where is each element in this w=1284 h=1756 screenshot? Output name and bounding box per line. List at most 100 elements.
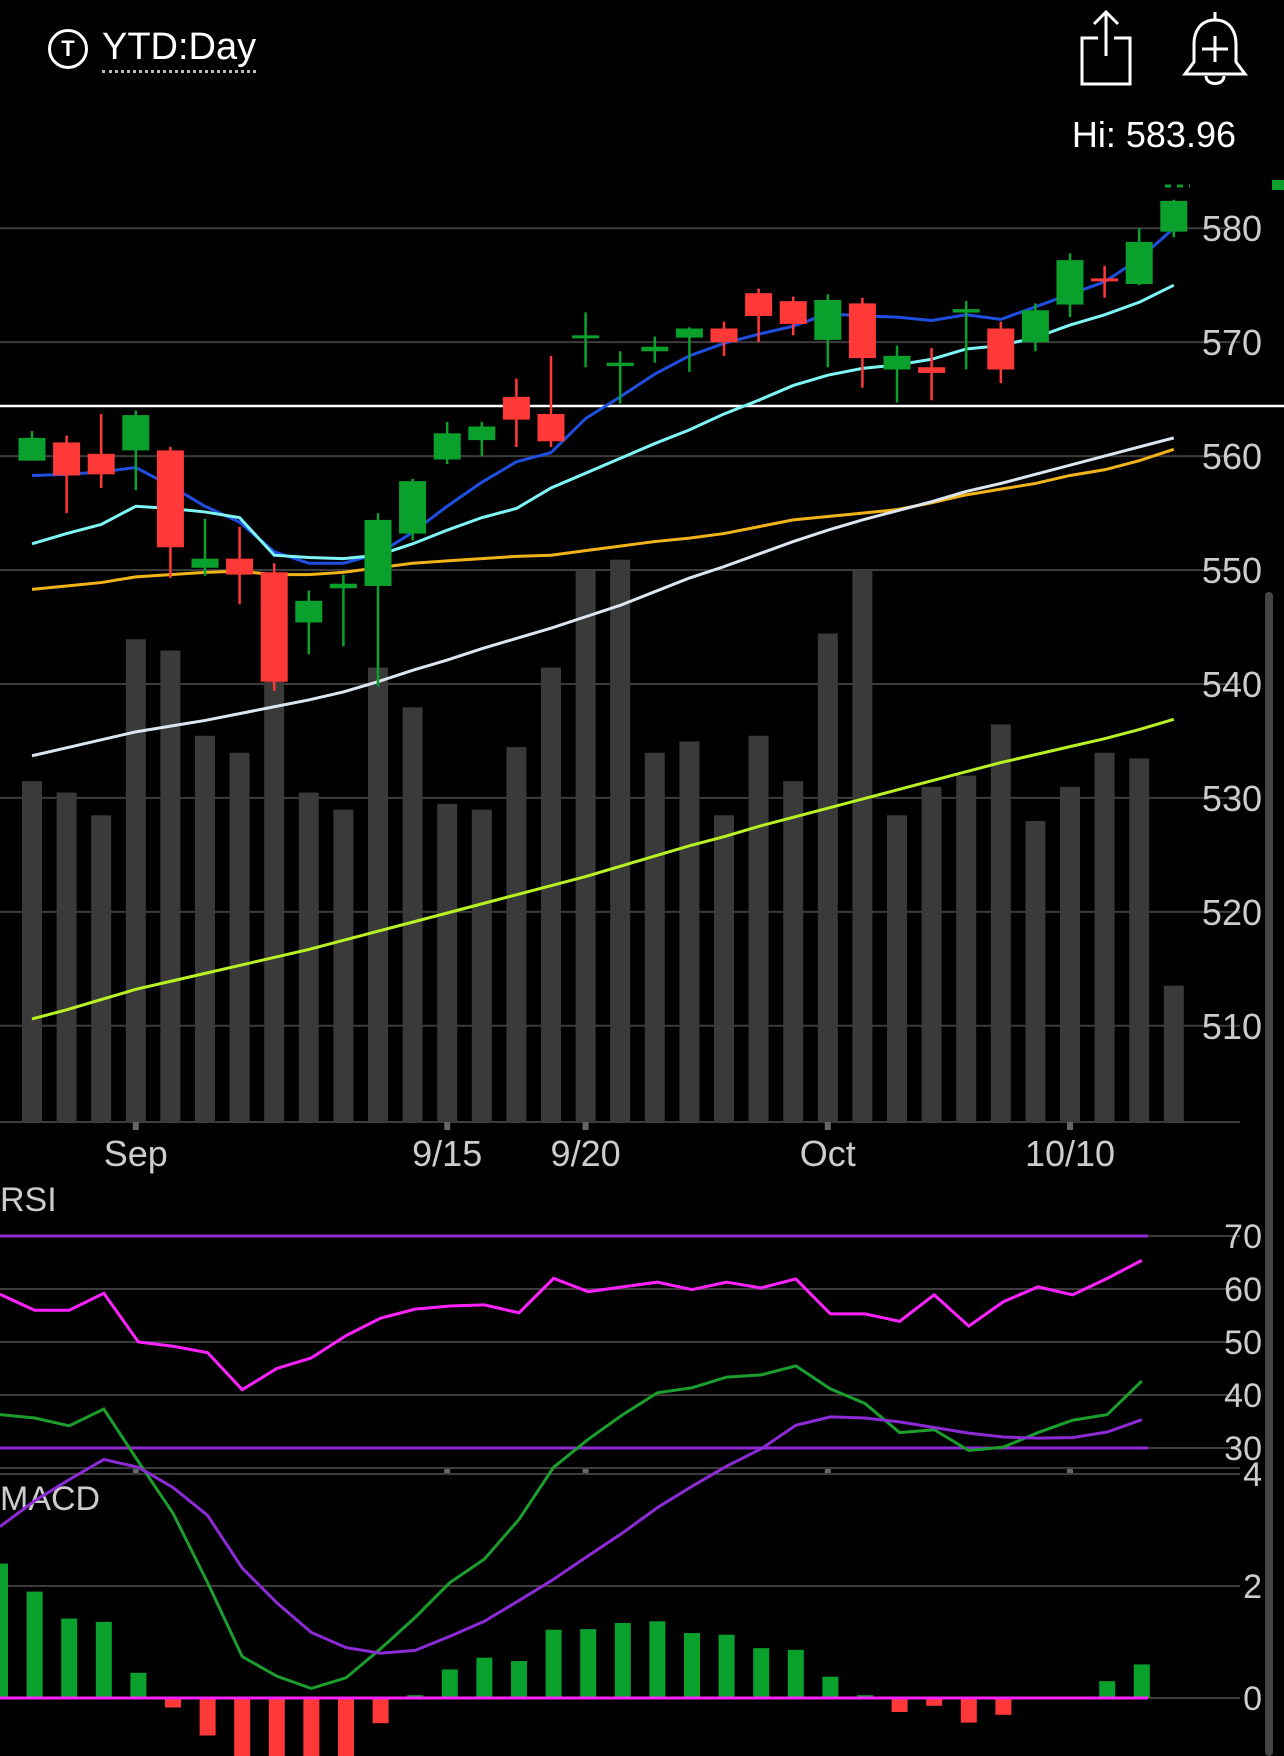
macd-tick-label: 4	[1243, 1456, 1262, 1494]
macd-histogram-bar	[960, 1698, 977, 1723]
price-tick-label: 580	[1202, 208, 1262, 249]
macd-histogram-bar	[718, 1634, 735, 1698]
rsi-title: RSI	[0, 1181, 57, 1219]
volume-bar	[160, 650, 181, 1122]
moving-average-line	[31, 717, 1175, 1021]
candle-body	[87, 453, 115, 475]
volume-bar	[1163, 985, 1184, 1122]
price-tick-label: 520	[1202, 892, 1262, 933]
volume-bar	[575, 571, 596, 1122]
candle-body	[1091, 278, 1119, 282]
volume-bar	[91, 815, 112, 1122]
macd-histogram-bar	[580, 1629, 597, 1698]
share-icon[interactable]	[1076, 8, 1136, 88]
volume-bar	[1060, 786, 1080, 1122]
candle-body	[641, 346, 669, 352]
macd-tick-label: 0	[1243, 1680, 1262, 1718]
price-tick-label: 540	[1202, 664, 1262, 705]
price-tick-label: 570	[1202, 322, 1262, 363]
macd-histogram-bar	[891, 1698, 908, 1712]
macd-histogram-bar	[130, 1672, 147, 1698]
volume-bar	[1025, 820, 1046, 1122]
macd-signal-line	[0, 1415, 1143, 1655]
range-selector[interactable]: T YTD:Day	[48, 24, 257, 73]
candle-body	[710, 328, 738, 343]
candle-body	[502, 396, 530, 420]
volume-bar	[506, 747, 527, 1122]
macd-histogram-bar	[787, 1649, 804, 1698]
ticker-icon: T	[48, 28, 88, 69]
candle-body	[606, 362, 634, 367]
macd-histogram-bar	[61, 1618, 78, 1698]
volume-bar	[679, 741, 700, 1122]
hi-edge-marker	[1272, 180, 1284, 190]
rsi-tick-label: 50	[1224, 1324, 1262, 1362]
macd-histogram-bar	[372, 1698, 389, 1724]
macd-histogram-bar	[545, 1629, 562, 1698]
volume-bar	[714, 815, 734, 1122]
volume-bar	[56, 792, 77, 1122]
volume-bar	[921, 786, 942, 1122]
rsi-tick-label: 40	[1224, 1377, 1262, 1415]
macd-histogram-bar	[926, 1698, 943, 1706]
x-tick-label: 10/10	[1025, 1133, 1115, 1174]
volume-bar	[333, 809, 354, 1122]
macd-histogram-bar	[476, 1657, 493, 1698]
macd-histogram-bar	[165, 1698, 181, 1708]
candle-body	[364, 519, 392, 586]
header: T YTD:Day	[0, 0, 1284, 110]
x-tick-label: Oct	[800, 1133, 856, 1174]
volume-bar	[852, 571, 873, 1122]
scrollbar[interactable]	[1265, 592, 1273, 1756]
macd-histogram-bar	[684, 1633, 700, 1698]
candle-body	[122, 415, 150, 451]
volume-bar	[195, 735, 215, 1122]
candle-body	[1021, 310, 1049, 343]
volume-bar	[229, 752, 250, 1122]
macd-histogram-bar	[268, 1698, 285, 1756]
add-alert-bell-icon[interactable]	[1180, 8, 1250, 88]
macd-histogram-bar	[199, 1698, 216, 1736]
volume-bar	[1129, 758, 1150, 1122]
candle-body	[918, 367, 946, 373]
rsi-tick-label: 70	[1224, 1218, 1262, 1256]
price-tick-label: 530	[1202, 778, 1262, 819]
volume-bar	[887, 815, 907, 1122]
candle-body	[433, 433, 461, 460]
candle-body	[468, 426, 496, 441]
macd-histogram-bar	[1133, 1664, 1150, 1698]
x-tick-label: 9/15	[412, 1133, 482, 1174]
macd-histogram-bar	[95, 1621, 112, 1698]
candle-body	[18, 437, 46, 461]
candle-body	[572, 335, 600, 339]
macd-histogram-bar	[753, 1648, 770, 1698]
candle-body	[883, 355, 911, 370]
macd-histogram-bar	[614, 1622, 631, 1698]
macd-title: MACD	[0, 1480, 100, 1518]
candle-body	[260, 572, 288, 682]
volume-bar	[1094, 752, 1115, 1122]
macd-histogram-bar	[511, 1661, 527, 1698]
moving-average-line	[31, 436, 1175, 758]
candle-body	[191, 558, 219, 568]
volume-bar	[402, 707, 423, 1122]
range-label[interactable]: YTD:Day	[102, 24, 257, 73]
candle-body	[295, 600, 323, 623]
candle-body	[675, 328, 703, 338]
candle-body	[848, 303, 876, 359]
volume-bar	[956, 775, 977, 1122]
macd-histogram-bar	[26, 1591, 43, 1698]
candle-body	[1125, 241, 1153, 285]
volume-bar	[610, 559, 631, 1122]
macd-histogram-bar	[338, 1698, 354, 1756]
ticker-icon-letter: T	[61, 35, 75, 61]
candle-body	[226, 558, 254, 575]
volume-bar	[471, 809, 492, 1122]
volume-bar	[298, 792, 319, 1122]
candle-body	[399, 481, 427, 534]
volume-bar	[264, 678, 285, 1122]
volume-bar	[748, 735, 769, 1122]
macd-tick-label: 2	[1243, 1568, 1262, 1606]
volume-bar	[368, 667, 388, 1122]
